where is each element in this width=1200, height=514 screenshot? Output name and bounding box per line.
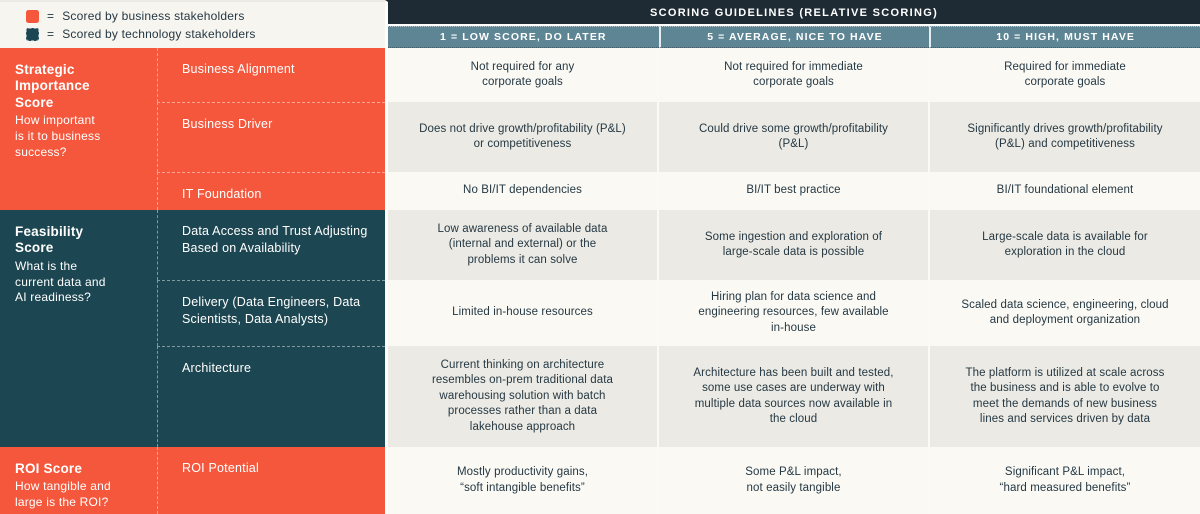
cell-it-foundation-average: BI/IT best practice [657, 172, 928, 210]
cell-business-driver-high: Significantly drives growth/profitabilit… [928, 102, 1200, 172]
cell-delivery-low: Limited in-house resources [385, 280, 657, 346]
row-label-data-access: Data Access and Trust Adjusting Based on… [157, 210, 385, 280]
cell-business-alignment-high: Required for immediate corporate goals [928, 48, 1200, 102]
column-header-average: 5 = AVERAGE, NICE TO HAVE [658, 26, 930, 48]
row-label-it-foundation: IT Foundation [157, 172, 385, 210]
cell-business-alignment-low: Not required for any corporate goals [385, 48, 657, 102]
legend-equals: = [47, 9, 55, 23]
legend: = Scored by business stakeholders = Scor… [0, 0, 385, 48]
score-column-headers: 1 = LOW SCORE, DO LATER 5 = AVERAGE, NIC… [388, 26, 1200, 48]
cell-business-driver-average: Could drive some growth/profitability (P… [657, 102, 928, 172]
column-header-high: 10 = HIGH, MUST HAVE [929, 26, 1200, 48]
group-question: How tangible and large is the ROI? [15, 479, 111, 510]
group-question: How important is it to business success? [15, 113, 101, 159]
group-question: What is the current data and AI readines… [15, 258, 106, 305]
group-title: ROI Score [15, 461, 83, 476]
cell-roi-potential-high: Significant P&L impact, “hard measured b… [928, 447, 1200, 514]
cell-roi-potential-average: Some P&L impact, not easily tangible [657, 447, 928, 514]
cell-business-driver-low: Does not drive growth/profitability (P&L… [385, 102, 657, 172]
group-roi-score: ROI Score How tangible and large is the … [0, 447, 157, 514]
cell-delivery-average: Hiring plan for data science and enginee… [657, 280, 928, 346]
row-label-architecture: Architecture [157, 346, 385, 447]
cell-data-access-low: Low awareness of available data (interna… [385, 210, 657, 280]
legend-item-technology: = Scored by technology stakeholders [26, 27, 385, 41]
cell-business-alignment-average: Not required for immediate corporate goa… [657, 48, 928, 102]
legend-equals: = [47, 27, 55, 41]
technology-swatch-icon [26, 27, 39, 41]
legend-label-business: Scored by business stakeholders [62, 9, 245, 23]
cell-data-access-average: Some ingestion and exploration of large-… [657, 210, 928, 280]
legend-item-business: = Scored by business stakeholders [26, 9, 385, 23]
cell-it-foundation-low: No BI/IT dependencies [385, 172, 657, 210]
cell-architecture-low: Current thinking on architecture resembl… [385, 346, 657, 447]
group-title: Strategic Importance Score [15, 62, 90, 110]
cell-architecture-average: Architecture has been built and tested, … [657, 346, 928, 447]
scoring-guidelines-title: SCORING GUIDELINES (RELATIVE SCORING) [388, 2, 1200, 26]
group-strategic-importance-score: Strategic Importance Score How important… [0, 48, 157, 210]
group-feasibility-score: Feasibility Score What is the current da… [0, 210, 157, 447]
business-swatch-icon [26, 9, 39, 23]
legend-label-technology: Scored by technology stakeholders [62, 27, 256, 41]
cell-delivery-high: Scaled data science, engineering, cloud … [928, 280, 1200, 346]
scoring-header: SCORING GUIDELINES (RELATIVE SCORING) 1 … [385, 0, 1200, 48]
cell-architecture-high: The platform is utilized at scale across… [928, 346, 1200, 447]
group-title: Feasibility Score [15, 224, 84, 256]
column-header-low: 1 = LOW SCORE, DO LATER [388, 26, 659, 48]
row-label-business-driver: Business Driver [157, 102, 385, 172]
cell-roi-potential-low: Mostly productivity gains, “soft intangi… [385, 447, 657, 514]
row-label-business-alignment: Business Alignment [157, 48, 385, 102]
row-label-roi-potential: ROI Potential [157, 447, 385, 514]
row-label-delivery: Delivery (Data Engineers, Data Scientist… [157, 280, 385, 346]
cell-it-foundation-high: BI/IT foundational element [928, 172, 1200, 210]
cell-data-access-high: Large-scale data is available for explor… [928, 210, 1200, 280]
